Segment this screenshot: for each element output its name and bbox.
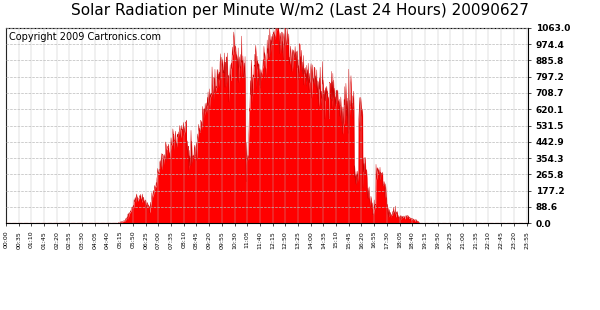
Text: Copyright 2009 Cartronics.com: Copyright 2009 Cartronics.com: [8, 32, 161, 42]
Text: Solar Radiation per Minute W/m2 (Last 24 Hours) 20090627: Solar Radiation per Minute W/m2 (Last 24…: [71, 3, 529, 18]
